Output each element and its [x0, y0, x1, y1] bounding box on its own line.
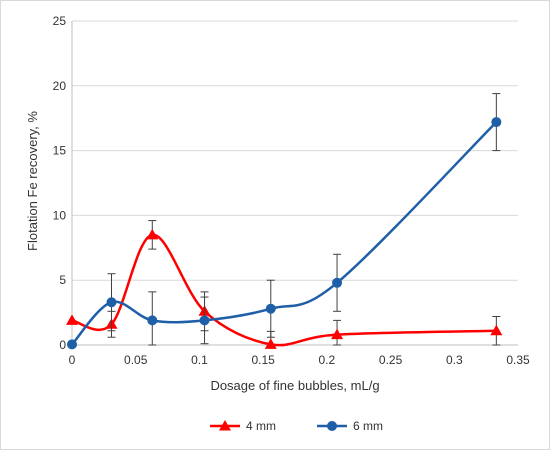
tick-labels: 0 5 10 15 20 25 0 0.05 0.1 0.15 0.2 0.25 0.3 0.35 — [53, 14, 530, 367]
data-point-4-mm — [331, 328, 344, 340]
series-6-mm — [67, 93, 502, 350]
x-tick-label: 0 — [69, 353, 76, 367]
data-point-4-mm — [146, 228, 159, 240]
data-point-6-mm — [199, 315, 210, 326]
x-tick-label: 0.2 — [319, 353, 336, 367]
series-line-4-mm — [71, 233, 497, 347]
legend-marker — [327, 421, 337, 431]
y-tick-label: 15 — [53, 144, 67, 158]
data-point-4-mm — [264, 338, 277, 349]
x-tick-label: 0.25 — [379, 353, 403, 367]
legend-item-6-mm: 6 mm — [317, 419, 383, 433]
data-point-6-mm — [332, 277, 343, 288]
y-tick-label: 20 — [53, 79, 67, 93]
legend: 4 mm 6 mm — [210, 419, 383, 433]
x-axis-title: Dosage of fine bubbles, mL/g — [210, 378, 379, 393]
data-point-6-mm — [491, 117, 502, 128]
x-tick-label: 0.05 — [124, 353, 148, 367]
y-tick-label: 10 — [53, 208, 67, 222]
x-tick-label: 0.15 — [251, 353, 275, 367]
y-tick-label: 25 — [53, 14, 67, 28]
y-axis-title: Flotation Fe recovery, % — [25, 111, 40, 251]
series-layer — [66, 93, 503, 350]
data-point-6-mm — [147, 315, 158, 326]
series-line-6-mm — [71, 121, 498, 346]
y-tick-label: 5 — [59, 273, 66, 287]
legend-label: 6 mm — [353, 419, 383, 433]
gridlines — [72, 20, 518, 281]
x-tick-label: 0.1 — [191, 353, 208, 367]
data-point-4-mm — [66, 314, 78, 325]
data-point-6-mm — [67, 339, 77, 350]
x-tick-label: 0.3 — [446, 353, 463, 367]
y-tick-label: 0 — [59, 338, 66, 352]
data-point-4-mm — [490, 324, 503, 336]
legend-item-4-mm: 4 mm — [210, 419, 276, 433]
legend-label: 4 mm — [246, 419, 276, 433]
series-4-mm — [66, 220, 503, 349]
x-tick-label: 0.35 — [506, 353, 530, 367]
data-point-6-mm — [106, 297, 117, 308]
axis-titles: Dosage of fine bubbles, mL/g Flotation F… — [25, 111, 380, 393]
axes — [71, 21, 518, 346]
legend-marker — [219, 420, 231, 431]
data-point-6-mm — [265, 303, 276, 314]
